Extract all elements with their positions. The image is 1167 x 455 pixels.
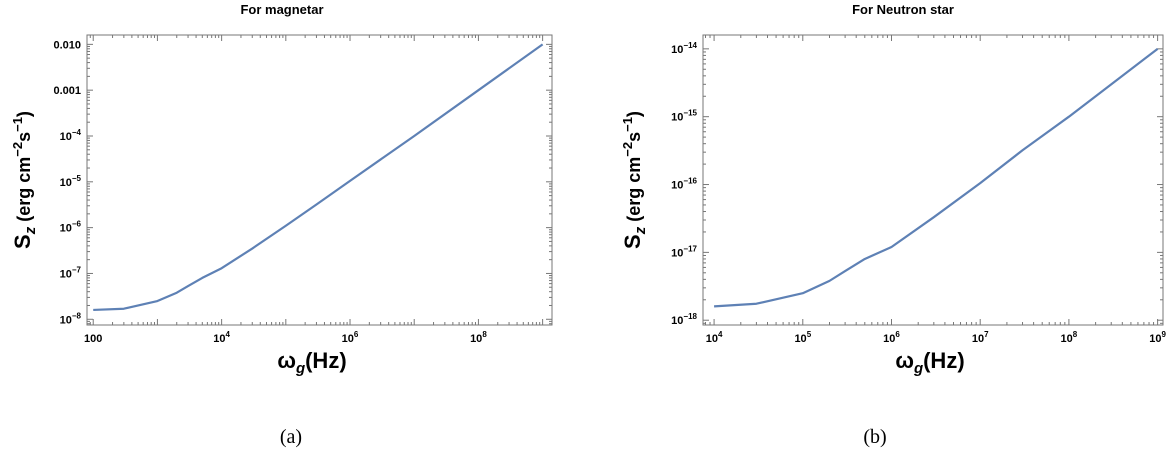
y-tick-label: 10−16: [671, 177, 697, 192]
plot-frame: [86, 34, 553, 326]
y-tick-label: 10−15: [671, 109, 697, 124]
y-tick-label: 0.010: [53, 39, 81, 51]
series-line: [714, 47, 1159, 308]
panel-magnetar: For magnetar 100 104 106 108 10−8 10−7 10−6 10−…: [10, 2, 553, 448]
series-line: [93, 43, 544, 312]
x-tick-label: 106: [883, 330, 900, 345]
y-tick-label: 10−5: [60, 174, 82, 189]
figure-caption: (b): [863, 426, 886, 448]
y-axis-label: Sz (erg cm−2s−1): [620, 111, 649, 249]
figure-caption: (a): [280, 426, 302, 448]
y-axis-label: Sz (erg cm−2s−1): [10, 111, 39, 249]
chart-title: For magnetar: [240, 2, 323, 17]
x-tick-label: 108: [470, 330, 487, 345]
x-tick-label: 104: [706, 330, 723, 345]
y-tick-label: 10−14: [671, 41, 697, 56]
x-tick-label: 100: [84, 333, 102, 345]
y-tick-label: 10−8: [60, 311, 82, 326]
panel-neutron-star: For Neutron star 104 105 106 107 108 109 10−18…: [620, 2, 1167, 448]
tick-group: 104 105 106 107 108 109 10−18 10−17 10−16 10−15 10…: [671, 35, 1167, 345]
y-tick-label: 10−18: [671, 312, 697, 327]
y-tick-label: 0.001: [53, 85, 81, 97]
y-tick-label: 10−4: [60, 128, 82, 143]
chart-title: For Neutron star: [852, 2, 954, 17]
y-tick-label: 10−6: [60, 220, 82, 235]
y-tick-label: 10−17: [671, 244, 697, 259]
x-axis-label: ωg(Hz): [895, 348, 964, 377]
plot-frame: [702, 34, 1164, 326]
tick-group: 100 104 106 108 10−8 10−7 10−6 10−5 10−4 0.001 0.0…: [53, 35, 552, 345]
x-tick-label: 106: [342, 330, 359, 345]
x-axis-label: ωg(Hz): [277, 348, 346, 377]
x-tick-label: 107: [972, 330, 989, 345]
y-tick-label: 10−7: [60, 265, 82, 280]
x-tick-label: 105: [794, 330, 811, 345]
x-tick-label: 104: [213, 330, 230, 345]
x-tick-label: 109: [1149, 330, 1166, 345]
x-tick-label: 108: [1061, 330, 1078, 345]
